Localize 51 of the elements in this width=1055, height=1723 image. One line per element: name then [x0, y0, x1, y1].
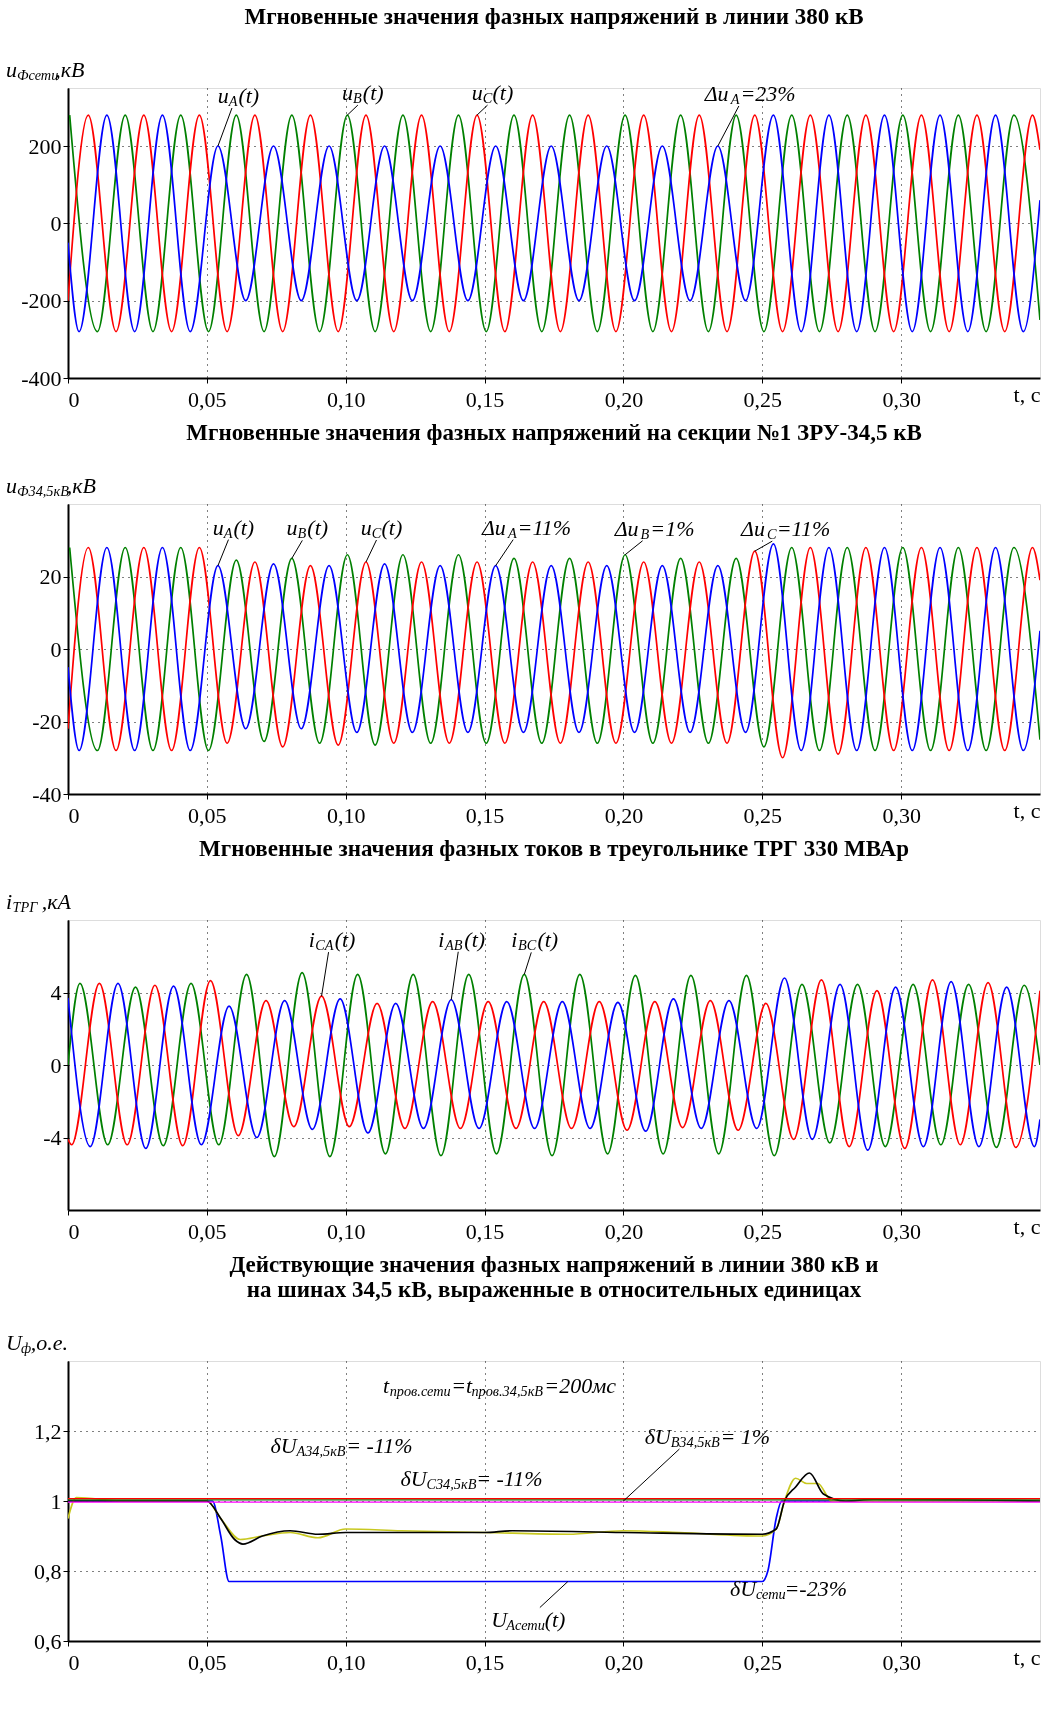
y-tick-label: 4: [50, 980, 62, 1005]
x-tick-label: 0,05: [188, 386, 227, 412]
x-tick-label: 0,20: [604, 1218, 644, 1244]
x-tick-label: 0,25: [743, 386, 783, 412]
x-tick-label: 0: [68, 386, 80, 412]
y-tick-label: 20: [39, 564, 62, 589]
x-tick-label: 0,15: [465, 802, 505, 828]
x-axis-title: t, c: [1013, 381, 1041, 407]
x-tick-label: 0,15: [465, 1218, 505, 1244]
x-tick-label: 0,20: [604, 802, 644, 828]
x-tick-label: 0: [68, 1218, 80, 1244]
y-tick-label: 0: [50, 210, 62, 236]
y-tick-label: 0: [50, 1052, 62, 1078]
x-tick-label: 0,10: [326, 1649, 366, 1675]
x-tick-label: 0,10: [326, 386, 366, 412]
x-tick-label: 0: [68, 1649, 80, 1675]
x-tick-label: 0,25: [743, 1218, 783, 1244]
x-tick-label: 0,30: [882, 802, 921, 828]
y-tick-label: 1,2: [34, 1418, 62, 1444]
x-tick-label: 0,05: [188, 1649, 227, 1675]
y-tick-label: 0,8: [34, 1558, 62, 1584]
x-tick-label: 0,25: [743, 1649, 783, 1675]
y-tick-label: -200: [21, 288, 62, 314]
y-tick-label: -4: [43, 1125, 62, 1150]
y-tick-label: 0: [50, 636, 62, 662]
chart-title: Мгновенные значения фазных напряжений на секции №1 ЗРУ-34,5 кВ: [186, 420, 922, 445]
x-axis-title: t, c: [1013, 797, 1041, 823]
y-tick-label: 200: [28, 133, 62, 159]
x-tick-label: 0: [68, 802, 80, 828]
y-tick-label: -20: [32, 709, 62, 734]
x-tick-label: 0,10: [326, 1218, 366, 1244]
chart-title: Мгновенные значения фазных токов в треугольнике ТРГ 330 МВАр: [199, 836, 909, 861]
x-axis-title: t, c: [1013, 1644, 1041, 1670]
x-tick-label: 0,30: [882, 1218, 921, 1244]
y-tick-label: 1: [50, 1488, 62, 1514]
x-tick-label: 0,05: [188, 1218, 227, 1244]
x-tick-label: 0,20: [604, 386, 644, 412]
x-axis-title: t, c: [1013, 1213, 1041, 1239]
x-tick-label: 0,15: [465, 386, 505, 412]
x-tick-label: 0,25: [743, 802, 783, 828]
y-tick-label: -400: [21, 365, 62, 391]
x-tick-label: 0,05: [188, 802, 227, 828]
x-tick-label: 0,30: [882, 386, 921, 412]
x-tick-label: 0,30: [882, 1649, 921, 1675]
x-tick-label: 0,10: [326, 802, 366, 828]
x-tick-label: 0,15: [465, 1649, 505, 1675]
chart-title: Действующие значения фазных напряжений в линии 380 кВ и на шинах 34,5 кВ, выраженные в относительных единицах: [229, 1252, 879, 1302]
y-tick-label: -40: [32, 781, 62, 807]
x-tick-label: 0,20: [604, 1649, 644, 1675]
chart-title: Мгновенные значения фазных напряжений в линии 380 кВ: [244, 4, 864, 29]
y-tick-label: 0,6: [34, 1628, 62, 1654]
